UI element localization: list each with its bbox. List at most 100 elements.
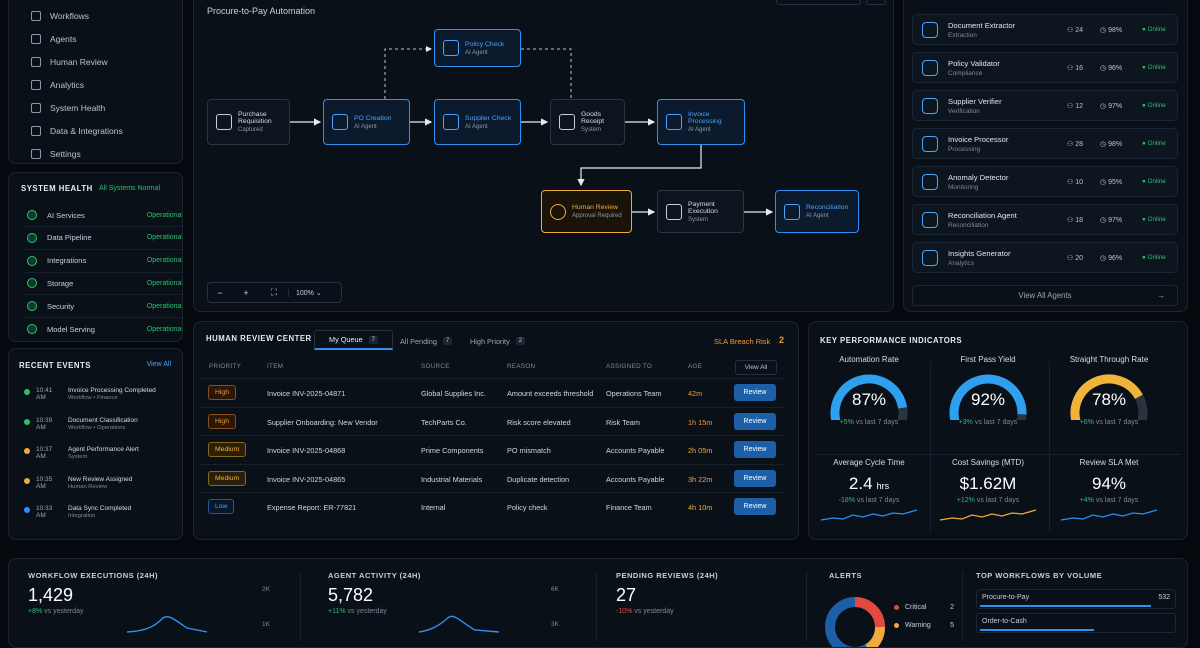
flow-node-po[interactable]: PO Creation AI Agent	[323, 99, 410, 145]
table-row[interactable]: High Supplier Onboarding: New Vendor TechP…	[200, 406, 784, 435]
flow-node-payment[interactable]: Payment Execution System	[657, 190, 744, 233]
flow-node-text: Payment Execution System	[688, 201, 743, 223]
agent-success-rate: ◷ 95%	[1100, 178, 1123, 186]
health-row-storage[interactable]: Storage Operational	[27, 278, 182, 289]
flow-node-text: Goods Receipt System	[581, 111, 624, 133]
review-button[interactable]: Review	[734, 498, 776, 515]
cell-source: Industrial Materials	[421, 474, 483, 484]
agent-icon	[922, 173, 938, 190]
flow-node-human[interactable]: Human Review Approval Required	[541, 190, 632, 233]
flow-node-text: Purchase Requisition Captured	[238, 111, 289, 133]
flow-node-purchase[interactable]: Purchase Requisition Captured	[207, 99, 290, 145]
cell-item: Invoice INV-2025-04865	[267, 474, 346, 484]
agent-card[interactable]: Reconciliation Agent Reconciliation ⚇ 18 ◷ …	[912, 204, 1178, 235]
alert-row[interactable]: Critical 2	[894, 604, 954, 611]
health-status: Operational	[146, 325, 183, 333]
event-item[interactable]: 10:41 AM Invoice Processing Completed Work…	[24, 387, 156, 401]
sidebar-item-label: Agents	[50, 34, 77, 44]
agent-card[interactable]: Supplier Verifier Verification ⚇ 12 ◷ 97% ● …	[912, 90, 1178, 121]
agent-users: ⚇ 10	[1067, 178, 1084, 186]
table-row[interactable]: High Invoice INV-2025-04871 Global Supplie…	[200, 378, 784, 406]
agent-card[interactable]: Document Extractor Extraction ⚇ 24 ◷ 98% ● O…	[912, 14, 1178, 45]
table-row[interactable]: Medium Invoice INV-2025-04865 Industrial M…	[200, 463, 784, 492]
event-body: Data Sync Completed Integration	[68, 505, 131, 519]
review-view-all-button[interactable]: View All	[735, 360, 777, 375]
canvas-menu-button[interactable]	[866, 0, 886, 5]
human-node-icon	[550, 203, 566, 220]
flow-node-recon[interactable]: Reconciliation AI Agent	[775, 190, 859, 233]
sidebar-item-settings[interactable]: Settings	[31, 149, 81, 159]
sidebar-item-workflows[interactable]: Workflows	[31, 11, 89, 21]
flow-node-invoice[interactable]: Invoice Processing AI Agent	[657, 99, 745, 145]
event-item[interactable]: 10:39 AM Document Classification Workflow …	[24, 417, 138, 431]
agent-card[interactable]: Insights Generator Analytics ⚇ 20 ◷ 96% ● On…	[912, 242, 1178, 273]
recon-node-icon	[784, 203, 800, 220]
canvas-search-input[interactable]	[776, 0, 861, 5]
events-view-all-link[interactable]: View All	[146, 361, 171, 368]
event-status-dot	[24, 389, 30, 395]
event-sub: Workflow • Finance	[68, 395, 118, 401]
health-status: Operational	[146, 302, 183, 310]
health-row-data-pipeline[interactable]: Data Pipeline Operational	[27, 232, 182, 243]
top-workflow-row[interactable]: Order-to-Cash	[976, 613, 1176, 633]
flow-node-goods[interactable]: Goods Receipt System	[550, 99, 625, 145]
review-button[interactable]: Review	[734, 412, 776, 430]
review-button[interactable]: Review	[734, 384, 776, 401]
top-workflow-row[interactable]: Procure-to-Pay 532	[976, 589, 1176, 609]
status-ok-icon	[27, 301, 37, 312]
pending-value: 27	[616, 585, 637, 605]
view-all-agents-button[interactable]: View All Agents →	[912, 285, 1178, 306]
sidebar-item-data-integrations[interactable]: Data & Integrations	[31, 126, 123, 136]
kpi-gauge-arc	[830, 374, 908, 420]
agent-card[interactable]: Policy Validator Compliance ⚇ 16 ◷ 96% ● Onl…	[912, 52, 1178, 83]
zoom-level-select[interactable]: 100% ⌄	[288, 288, 322, 297]
cell-assigned: Accounts Payable	[606, 446, 665, 455]
analytics-icon	[31, 80, 41, 90]
flow-node-sub: System	[688, 216, 709, 223]
flow-node-text: Invoice Processing AI Agent	[688, 111, 744, 133]
health-row-model-serving[interactable]: Model Serving Operational	[27, 324, 183, 334]
table-row[interactable]: Low Expense Report: ER-77821 Internal Polic…	[200, 492, 784, 520]
health-row-ai-services[interactable]: AI Services Operational	[27, 210, 182, 220]
tab-high-priority[interactable]: High Priority 2	[470, 334, 526, 348]
flow-node-sub: AI Agent	[688, 127, 711, 133]
agent-card[interactable]: Invoice Processor Processing ⚇ 28 ◷ 98% ● On…	[912, 128, 1178, 159]
fit-screen-icon[interactable]: ⛶	[270, 287, 278, 297]
review-button[interactable]: Review	[734, 469, 776, 487]
agent-users: ⚇ 12	[1067, 102, 1084, 110]
health-row-integrations[interactable]: Integrations Operational	[27, 255, 182, 266]
zoom-in-button[interactable]: +	[243, 287, 249, 298]
event-item[interactable]: 10:35 AM New Review Assigned Human Review	[24, 476, 132, 490]
agent-category: Processing	[948, 145, 981, 153]
sidebar-item-human-review[interactable]: Human Review	[31, 57, 108, 67]
table-row[interactable]: Medium Invoice INV-2025-04868 Prime Compon…	[200, 435, 784, 463]
priority-badge: Medium	[208, 470, 247, 486]
sidebar-item-agents[interactable]: Agents	[31, 34, 76, 44]
flow-node-supplier[interactable]: Supplier Check AI Agent	[434, 99, 521, 145]
cell-source: TechParts Co.	[421, 417, 467, 427]
agent-card[interactable]: Anomaly Detector Monitoring ⚇ 10 ◷ 95% ● Onl…	[912, 166, 1178, 197]
event-item[interactable]: 10:37 AM Agent Performance Alert System	[24, 446, 139, 460]
tab-all-pending[interactable]: All Pending 7	[400, 334, 453, 348]
sidebar-item-analytics[interactable]: Analytics	[31, 80, 84, 90]
flow-node-policy[interactable]: Policy Check AI Agent	[434, 29, 521, 67]
health-label: Model Serving	[47, 324, 95, 334]
agents-icon	[31, 34, 41, 44]
online-dot-icon: ●	[1142, 140, 1148, 147]
workflow-canvas[interactable]: Procure-to-Pay Automation Purchase Requi…	[193, 0, 894, 312]
alert-row[interactable]: Warning 5	[894, 622, 954, 629]
bottom-divider-4	[962, 571, 963, 641]
event-item[interactable]: 10:33 AM Data Sync Completed Integration	[24, 505, 131, 519]
health-row-security[interactable]: Security Operational	[27, 301, 183, 312]
tab-my-queue[interactable]: My Queue 7	[314, 330, 394, 350]
zoom-out-button[interactable]: −	[217, 287, 223, 298]
sidebar-item-system-health[interactable]: System Health	[31, 103, 105, 113]
tab-label: High Priority	[470, 336, 510, 346]
po-node-icon	[332, 114, 348, 130]
agent-icon	[922, 59, 938, 76]
clock-icon: ◷	[1100, 64, 1109, 72]
cell-assigned: Accounts Payable	[606, 474, 665, 484]
tab-label: All Pending	[400, 336, 437, 346]
executions-sparkline	[127, 616, 207, 633]
review-button[interactable]: Review	[734, 441, 776, 458]
